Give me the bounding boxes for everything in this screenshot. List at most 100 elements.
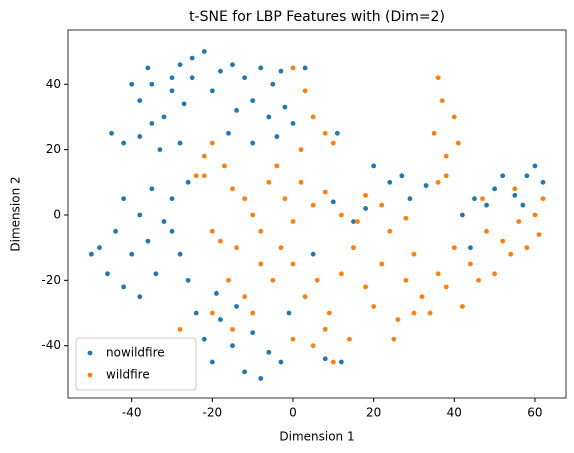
- point: [266, 179, 272, 185]
- point: [209, 359, 215, 365]
- point: [484, 202, 489, 208]
- point: [226, 277, 231, 283]
- point: [298, 179, 304, 185]
- point: [201, 336, 207, 342]
- point: [282, 196, 288, 202]
- point: [121, 196, 127, 202]
- point: [290, 261, 296, 267]
- point: [274, 134, 280, 139]
- point: [137, 294, 143, 300]
- point: [472, 196, 477, 202]
- point: [455, 140, 461, 146]
- point: [209, 310, 215, 316]
- point: [439, 98, 445, 103]
- point: [512, 186, 518, 192]
- point: [109, 130, 114, 136]
- x-tick-label: 20: [366, 406, 381, 420]
- point: [218, 317, 223, 322]
- point: [512, 192, 518, 198]
- y-tick-label: 40: [46, 77, 61, 91]
- point: [435, 179, 441, 185]
- point: [403, 277, 409, 283]
- point: [290, 121, 296, 126]
- point: [258, 65, 264, 71]
- y-axis-label: Dimension 2: [9, 176, 23, 251]
- x-tick-label: 0: [289, 406, 297, 420]
- point: [451, 114, 457, 120]
- point: [201, 153, 207, 159]
- point: [399, 173, 405, 179]
- point: [242, 75, 248, 81]
- point: [387, 179, 393, 185]
- point: [242, 369, 248, 375]
- point: [435, 271, 441, 277]
- point: [524, 173, 530, 179]
- point: [169, 75, 175, 81]
- point: [234, 245, 239, 251]
- point: [411, 310, 417, 316]
- point: [508, 251, 514, 257]
- point: [451, 245, 457, 251]
- point: [532, 212, 538, 218]
- point: [322, 326, 328, 332]
- point: [363, 206, 368, 211]
- point: [338, 212, 344, 218]
- point: [129, 81, 135, 87]
- point: [330, 359, 336, 365]
- point: [270, 277, 276, 283]
- point: [250, 310, 256, 316]
- point: [149, 186, 155, 192]
- point: [290, 219, 296, 224]
- point: [105, 271, 110, 277]
- point: [169, 196, 175, 202]
- point: [443, 284, 449, 290]
- point: [371, 163, 377, 169]
- point: [185, 179, 191, 185]
- point: [330, 199, 336, 205]
- y-tick-label: -40: [41, 338, 61, 352]
- point: [302, 294, 308, 300]
- point: [330, 140, 336, 146]
- legend-marker: [87, 372, 93, 378]
- point: [129, 251, 135, 257]
- point: [484, 228, 489, 234]
- point: [230, 186, 235, 192]
- point: [411, 251, 417, 257]
- point: [310, 114, 316, 120]
- point: [391, 336, 397, 342]
- point: [334, 130, 340, 136]
- point: [443, 153, 449, 159]
- point: [250, 212, 256, 218]
- point: [520, 202, 526, 208]
- point: [468, 261, 473, 267]
- point: [379, 202, 385, 208]
- point: [351, 245, 356, 251]
- point: [189, 55, 195, 61]
- point: [230, 343, 235, 349]
- point: [423, 183, 429, 188]
- point: [351, 219, 356, 224]
- point: [266, 349, 272, 355]
- point: [395, 317, 401, 322]
- legend-label: wildfire: [106, 368, 150, 382]
- point: [218, 68, 223, 74]
- legend-box: [75, 337, 197, 391]
- point: [258, 228, 264, 234]
- point: [290, 65, 296, 71]
- point: [145, 65, 151, 71]
- point: [121, 284, 127, 290]
- point: [201, 173, 207, 179]
- point: [177, 140, 183, 146]
- plot-frame: [67, 29, 567, 399]
- point: [322, 356, 328, 362]
- point: [516, 219, 522, 224]
- point: [459, 212, 465, 218]
- point: [500, 173, 506, 179]
- point: [302, 65, 308, 71]
- point: [258, 261, 264, 267]
- point: [258, 375, 264, 381]
- y-tick-label: 20: [46, 142, 61, 156]
- point: [137, 98, 143, 103]
- y-tick-label: -20: [41, 273, 61, 287]
- point: [274, 163, 280, 169]
